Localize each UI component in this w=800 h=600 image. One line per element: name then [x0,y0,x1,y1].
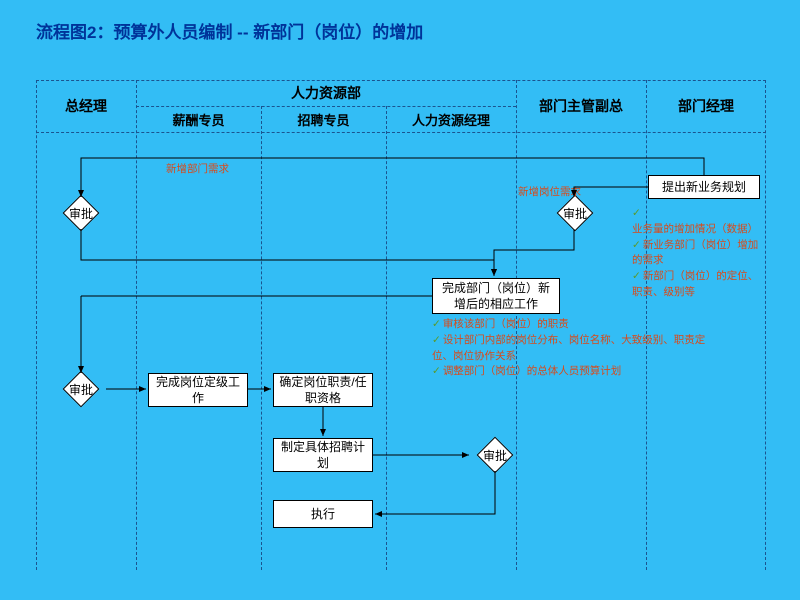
anno-newpos: 新增岗位需求 [518,185,581,201]
node-approve-gm-2: 审批 [58,376,104,402]
node-approve-vp-3: 审批 [472,442,518,468]
anno-hrwork-item-2: 调整部门（岗位）的总体人员预算计划 [432,364,712,380]
anno-hrwork-item-0: 审核该部门（岗位）的职责 [432,317,712,333]
anno-plan-item-0: 业务量的增加情况（数据） [632,206,766,238]
node-approve-gm-1: 审批 [58,200,104,226]
lane-gm: 总经理 [36,93,136,119]
lane-vp: 部门主管副总 [516,93,646,119]
node-approve-vp-3-label: 审批 [472,442,518,468]
node-recruitplan: 制定具体招聘计划 [273,438,373,472]
lane-hrm: 人力资源经理 [386,106,516,132]
node-approve-gm-1-label: 审批 [58,200,104,226]
lane-recruit: 招聘专员 [261,106,386,132]
node-approve-vp-1-label: 审批 [552,200,598,226]
node-hrwork: 完成部门（岗位）新增后的相应工作 [432,278,560,314]
node-approve-gm-2-label: 审批 [58,376,104,402]
anno-hrwork-item-1: 设计部门内部的岗位分布、岗位名称、大致级别、职责定位、岗位协作关系 [432,333,712,365]
node-qual: 确定岗位职责/任职资格 [273,373,373,407]
anno-hrwork-items: 审核该部门（岗位）的职责 设计部门内部的岗位分布、岗位名称、大致级别、职责定位、… [432,317,712,380]
lane-mgr: 部门经理 [646,93,766,119]
lane-hr-group: 人力资源部 [136,80,516,106]
lane-comp: 薪酬专员 [136,106,261,132]
node-exec: 执行 [273,500,373,528]
node-plan: 提出新业务规划 [648,175,760,199]
page-title: 流程图2：预算外人员编制 -- 新部门（岗位）的增加 [36,18,423,43]
anno-plan-item-2: 新部门（岗位）的定位、职责、级别等 [632,269,766,301]
anno-newdept: 新增部门需求 [166,162,229,178]
node-grade: 完成岗位定级工作 [148,373,248,407]
node-approve-vp-1: 审批 [552,200,598,226]
anno-plan-items: 业务量的增加情况（数据） 新业务部门（岗位）增加的需求 新部门（岗位）的定位、职… [632,206,766,301]
anno-plan-item-1: 新业务部门（岗位）增加的需求 [632,238,766,270]
flowchart: 总经理 人力资源部 薪酬专员 招聘专员 人力资源经理 部门主管副总 部门经理 提… [36,80,766,570]
